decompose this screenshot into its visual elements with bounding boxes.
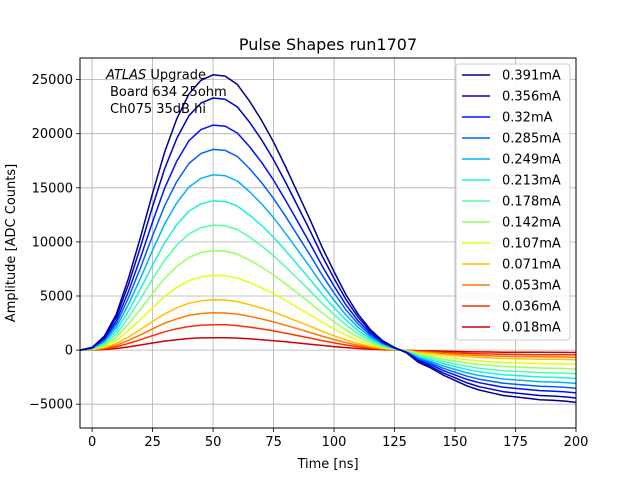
- series-line-0.018mA: [79, 336, 577, 354]
- plot-frame: [79, 57, 577, 429]
- series-line-0.036mA: [79, 323, 577, 356]
- y-tick-label: 15000: [32, 181, 73, 196]
- legend-label: 0.036mA: [502, 300, 561, 315]
- legend-label: 0.213mA: [502, 174, 561, 189]
- x-tick-label: 50: [205, 435, 222, 450]
- series-line-0.178mA: [79, 224, 577, 375]
- legend-frame: [455, 63, 571, 341]
- x-tick-label: 125: [382, 435, 407, 450]
- legend-label: 0.32mA: [502, 111, 553, 126]
- x-tick-label: 0: [88, 435, 96, 450]
- y-axis-label: Amplitude [ADC Counts]: [4, 164, 19, 322]
- annotation-upgrade: Upgrade: [146, 68, 206, 83]
- annotation-line-1: ATLAS Upgrade: [105, 68, 206, 83]
- legend-label: 0.107mA: [502, 237, 561, 252]
- legend-label: 0.391mA: [502, 69, 561, 84]
- x-tick-label: 75: [265, 435, 282, 450]
- series-line-0.285mA: [79, 148, 577, 389]
- legend-label: 0.142mA: [502, 216, 561, 231]
- x-tick-label: 25: [144, 435, 161, 450]
- chart-title: Pulse Shapes run1707: [239, 35, 417, 54]
- series-line-0.356mA: [79, 97, 577, 399]
- series-line-0.107mA: [79, 274, 577, 366]
- series-lines: [79, 74, 577, 404]
- x-tick-label: 150: [443, 435, 468, 450]
- legend-label: 0.356mA: [502, 90, 561, 105]
- series-line-0.213mA: [79, 200, 577, 380]
- x-axis: 0 25 50 75 100 125 150 175 200: [88, 428, 588, 450]
- y-tick-label: −5000: [29, 398, 73, 413]
- x-tick-label: 100: [322, 435, 347, 450]
- series-line-0.053mA: [79, 312, 577, 358]
- legend-label: 0.178mA: [502, 195, 561, 210]
- y-tick-label: 5000: [40, 290, 73, 305]
- legend: 0.391mA 0.356mA 0.32mA 0.285mA 0.249mA 0.213m…: [455, 63, 571, 341]
- legend-label: 0.053mA: [502, 279, 561, 294]
- x-axis-label: Time [ns]: [296, 457, 358, 472]
- y-tick-label: 0: [65, 344, 73, 359]
- annotation-line-3: Ch075 35dB hi: [110, 102, 206, 117]
- annotation-line-2: Board 634 25ohm: [110, 85, 227, 100]
- legend-label: 0.018mA: [502, 321, 561, 336]
- series-line-0.249mA: [79, 174, 577, 385]
- series-line-0.391mA: [79, 74, 577, 404]
- annotation: ATLAS Upgrade Board 634 25ohm Ch075 35dB…: [105, 68, 227, 117]
- legend-label: 0.249mA: [502, 153, 561, 168]
- legend-label: 0.071mA: [502, 258, 561, 273]
- y-tick-label: 20000: [32, 127, 73, 142]
- series-line-0.142mA: [79, 249, 577, 370]
- y-axis: −5000 0 5000 10000 15000 20000 25000: [29, 73, 80, 413]
- legend-label: 0.285mA: [502, 132, 561, 147]
- x-tick-label: 200: [564, 435, 589, 450]
- series-line-0.071mA: [79, 299, 577, 361]
- y-tick-label: 10000: [32, 235, 73, 250]
- x-tick-label: 175: [503, 435, 528, 450]
- annotation-atlas: ATLAS: [105, 68, 146, 83]
- series-line-0.32mA: [79, 124, 577, 394]
- y-tick-label: 25000: [32, 73, 73, 88]
